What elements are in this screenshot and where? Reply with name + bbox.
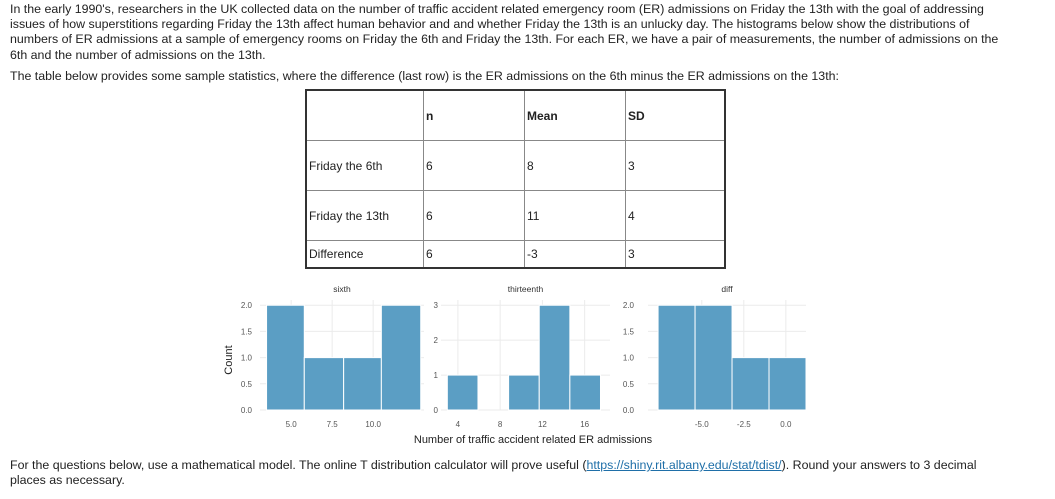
header-cell-sd: SD: [625, 89, 726, 141]
y-tick-label: 0.5: [623, 380, 635, 389]
header-cell-empty: [305, 89, 424, 141]
x-tick-label: -5.0: [695, 420, 709, 429]
table-intro-text: The table below provides some sample sta…: [10, 69, 839, 83]
histogram-bar: [266, 304, 305, 411]
cell-mean: 8: [524, 140, 626, 191]
table-row: Difference 6 -3 3: [305, 240, 726, 269]
x-tick-label: 5.0: [286, 420, 298, 429]
y-tick-label: 2.0: [623, 301, 635, 310]
x-tick-label: 8: [498, 420, 503, 429]
x-axis-label: Number of traffic accident related ER ad…: [414, 434, 653, 446]
statistics-table: n Mean SD Friday the 6th 6 8 3 Friday th…: [305, 89, 726, 269]
histogram-panel-diff: 0.0 0.5 1.0 1.5 2.0 -5.0 -2.5 0.0 diff: [623, 284, 807, 429]
histogram-bar: [657, 304, 696, 411]
x-tick-label: -2.5: [737, 420, 751, 429]
table-row: Friday the 13th 6 11 4: [305, 190, 726, 241]
y-tick-label: 2.0: [241, 301, 253, 310]
histogram-bar: [538, 304, 571, 411]
tdist-calculator-link[interactable]: https://shiny.rit.albany.edu/stat/tdist/: [586, 458, 782, 472]
x-tick-label: 4: [456, 420, 461, 429]
y-tick-label: 0: [434, 406, 439, 415]
y-tick-label: 1.5: [623, 327, 635, 336]
histogram-bar: [731, 357, 770, 411]
footer-text-before: For the questions below, use a mathemati…: [10, 458, 587, 472]
row-label: Friday the 13th: [305, 190, 424, 241]
y-tick-label: 3: [434, 301, 439, 310]
histogram-figure: Count Number of traffic accident related…: [223, 284, 807, 446]
y-tick-label: 1.0: [623, 354, 635, 363]
panel-title: thirteenth: [508, 284, 544, 294]
cell-n: 6: [423, 190, 525, 241]
cell-mean: 11: [524, 190, 626, 241]
histogram-bar: [569, 374, 601, 411]
table-row: Friday the 6th 6 8 3: [305, 140, 726, 191]
y-tick-label: 1.0: [241, 354, 253, 363]
x-tick-label: 10.0: [365, 420, 381, 429]
cell-sd: 3: [625, 240, 726, 269]
histogram-bar: [768, 357, 807, 411]
cell-sd: 3: [625, 140, 726, 191]
row-label: Difference: [305, 240, 424, 269]
cell-mean: -3: [524, 240, 626, 269]
y-tick-label: 2: [434, 336, 439, 345]
histogram-bar: [694, 304, 733, 411]
row-label: Friday the 6th: [305, 140, 424, 191]
x-tick-label: 0.0: [780, 420, 792, 429]
header-cell-mean: Mean: [524, 89, 626, 141]
histogram-bar: [446, 374, 479, 411]
x-tick-label: 12: [538, 420, 547, 429]
x-tick-label: 16: [580, 420, 589, 429]
footer-paragraph: For the questions below, use a mathemati…: [10, 458, 1010, 488]
y-tick-label: 0.5: [241, 380, 253, 389]
y-axis-label: Count: [223, 345, 235, 374]
cell-sd: 4: [625, 190, 726, 241]
y-tick-label: 0.0: [241, 406, 253, 415]
intro-paragraph: In the early 1990's, researchers in the …: [10, 2, 999, 62]
cell-n: 6: [423, 240, 525, 269]
histogram-bar: [303, 357, 345, 411]
header-cell-n: n: [423, 89, 525, 141]
histogram-bar: [380, 304, 422, 411]
y-tick-label: 1: [434, 371, 439, 380]
panel-title: sixth: [333, 284, 351, 294]
histogram-panel-sixth: 0.0 0.5 1.0 1.5 2.0 5.0 7.5 10.0 sixth: [241, 284, 424, 429]
x-tick-label: 7.5: [327, 420, 339, 429]
footer-text-after: ). Round your answers to 3 decimal place…: [10, 458, 977, 488]
y-tick-label: 1.5: [241, 327, 253, 336]
y-tick-label: 0.0: [623, 406, 635, 415]
table-header-row: n Mean SD: [305, 89, 726, 141]
histogram-bar: [508, 374, 540, 411]
histogram-bar: [343, 357, 382, 411]
panel-title: diff: [721, 284, 733, 294]
cell-n: 6: [423, 140, 525, 191]
